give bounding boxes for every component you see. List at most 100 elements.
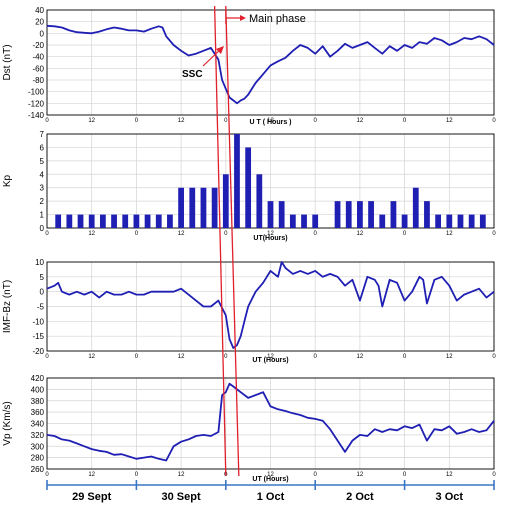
y-tick-label: 280 bbox=[31, 454, 45, 463]
kp-bar bbox=[256, 174, 263, 228]
x-tick-label: 12 bbox=[357, 354, 364, 360]
x-tick-label: 12 bbox=[88, 354, 95, 360]
x-tick-label: 12 bbox=[178, 118, 185, 124]
x-tick-label: 0 bbox=[492, 118, 496, 124]
kp-bar bbox=[111, 214, 117, 228]
x-tick-label: 0 bbox=[45, 354, 49, 360]
x-tick-label: 0 bbox=[403, 472, 407, 478]
day-label: 1 Oct bbox=[257, 491, 285, 503]
x-axis-label: UT (Hours) bbox=[252, 357, 288, 364]
x-tick-label: 12 bbox=[88, 231, 95, 237]
x-tick-label: 12 bbox=[357, 472, 364, 478]
kp-bar bbox=[122, 214, 129, 228]
x-tick-label: 12 bbox=[88, 472, 95, 478]
kp-bar bbox=[301, 214, 307, 228]
kp-bar bbox=[211, 187, 218, 228]
x-tick-label: 0 bbox=[45, 231, 49, 237]
y-axis-label: Dst (nT) bbox=[2, 44, 13, 80]
day-label: 30 Sept bbox=[162, 491, 201, 503]
x-tick-label: 12 bbox=[178, 231, 185, 237]
main-phase-marker-line bbox=[225, 5, 240, 477]
x-tick-label: 12 bbox=[446, 472, 453, 478]
x-tick-label: 0 bbox=[45, 118, 49, 124]
kp-bar bbox=[468, 214, 475, 228]
kp-bar bbox=[457, 214, 464, 228]
kp-bar bbox=[334, 201, 341, 228]
x-tick-label: 0 bbox=[314, 472, 318, 478]
main-phase-label: Main phase bbox=[249, 13, 306, 25]
y-tick-label: 420 bbox=[31, 374, 45, 383]
x-tick-label: 12 bbox=[357, 231, 364, 237]
y-tick-label: 4 bbox=[40, 170, 45, 179]
kp-bar bbox=[77, 214, 84, 228]
y-tick-label: -15 bbox=[32, 332, 44, 341]
y-tick-label: 2 bbox=[40, 197, 45, 206]
y-tick-label: -40 bbox=[32, 53, 44, 62]
y-tick-label: 5 bbox=[40, 157, 45, 166]
y-tick-label: 360 bbox=[31, 408, 45, 417]
x-tick-label: 0 bbox=[314, 354, 318, 360]
kp-bar bbox=[435, 214, 442, 228]
x-axis-label: UT (Hours) bbox=[252, 476, 288, 483]
y-tick-label: 0 bbox=[40, 224, 45, 233]
series-line-1 bbox=[46, 24, 495, 105]
kp-bar bbox=[390, 201, 397, 228]
kp-bar bbox=[424, 201, 430, 228]
x-tick-label: 0 bbox=[492, 354, 496, 360]
x-tick-label: 0 bbox=[135, 118, 139, 124]
y-tick-label: 5 bbox=[40, 273, 45, 282]
y-tick-label: -20 bbox=[32, 41, 44, 50]
ssc-arrowhead bbox=[216, 46, 224, 54]
day-label: 29 Sept bbox=[72, 491, 111, 503]
x-tick-label: 12 bbox=[178, 472, 185, 478]
plot-frame bbox=[46, 377, 495, 470]
y-tick-label: -20 bbox=[32, 347, 44, 356]
y-tick-label: 1 bbox=[40, 211, 45, 220]
kp-bar bbox=[66, 214, 73, 228]
y-tick-label: 10 bbox=[35, 258, 44, 267]
y-tick-label: -60 bbox=[32, 64, 44, 73]
y-tick-label: 0 bbox=[40, 29, 45, 38]
y-tick-label: 3 bbox=[40, 184, 45, 193]
kp-bar bbox=[155, 214, 162, 228]
day-label: 3 Oct bbox=[436, 491, 464, 503]
x-tick-label: 12 bbox=[446, 354, 453, 360]
x-tick-label: 12 bbox=[267, 472, 274, 478]
x-tick-label: 0 bbox=[135, 231, 139, 237]
x-tick-label: 0 bbox=[314, 118, 318, 124]
x-tick-label: 0 bbox=[224, 354, 228, 360]
x-tick-label: 12 bbox=[267, 354, 274, 360]
x-tick-label: 0 bbox=[314, 231, 318, 237]
ssc-label: SSC bbox=[182, 69, 203, 80]
kp-bar bbox=[234, 134, 240, 228]
kp-bar bbox=[178, 187, 184, 228]
kp-bar bbox=[167, 214, 173, 228]
y-tick-label: 40 bbox=[35, 6, 44, 15]
kp-bar bbox=[357, 201, 363, 228]
x-tick-label: 12 bbox=[267, 231, 274, 237]
kp-bar bbox=[479, 214, 486, 228]
x-tick-label: 12 bbox=[267, 118, 274, 124]
kp-bar bbox=[267, 201, 274, 228]
y-axis-label: Kp bbox=[2, 174, 13, 187]
day-label: 2 Oct bbox=[346, 491, 374, 503]
panel-3: 0 12 0 12 0 12 0 12 0 12 0 10 5 0 -5 -10 -15 -20 IMF-Bz (n… bbox=[2, 258, 496, 364]
x-tick-label: 0 bbox=[224, 118, 228, 124]
y-tick-label: 6 bbox=[40, 143, 45, 152]
y-tick-label: 0 bbox=[40, 288, 45, 297]
y-tick-label: 260 bbox=[31, 465, 45, 474]
y-tick-label: -140 bbox=[28, 111, 45, 120]
x-tick-label: 12 bbox=[446, 231, 453, 237]
kp-bar bbox=[99, 214, 106, 228]
kp-bar bbox=[88, 214, 95, 228]
kp-bar bbox=[278, 201, 285, 228]
y-axis-label: IMF-Bz (nT) bbox=[2, 280, 13, 333]
x-axis-label: U T ( Hours ) bbox=[250, 119, 292, 126]
x-tick-label: 0 bbox=[135, 354, 139, 360]
y-tick-label: 320 bbox=[31, 431, 45, 440]
kp-bar bbox=[200, 187, 207, 228]
y-tick-label: -120 bbox=[28, 99, 45, 108]
y-tick-label: 300 bbox=[31, 442, 45, 451]
x-tick-label: 0 bbox=[135, 472, 139, 478]
